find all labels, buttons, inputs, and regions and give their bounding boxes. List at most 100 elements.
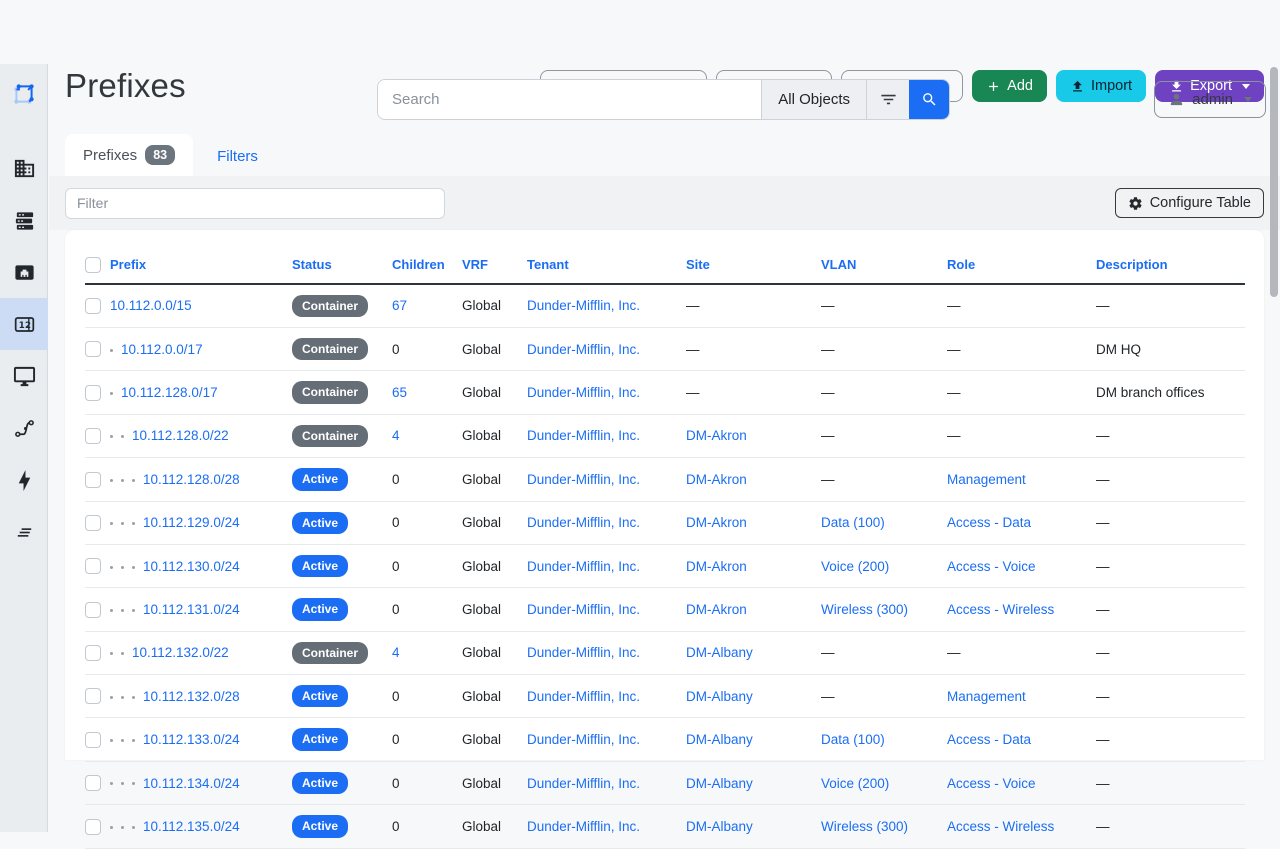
- description-text: —: [1096, 515, 1110, 531]
- sidebar-item-circuits[interactable]: [0, 402, 48, 454]
- column-header-tenant[interactable]: Tenant: [527, 256, 569, 272]
- role-link[interactable]: Access - Wireless: [947, 601, 1055, 617]
- prefix-link[interactable]: 10.112.133.0/24: [143, 732, 240, 748]
- search-input[interactable]: [378, 80, 762, 119]
- vlan-link[interactable]: Voice (200): [821, 775, 890, 791]
- row-checkbox[interactable]: [85, 514, 101, 531]
- row-checkbox[interactable]: [85, 645, 101, 662]
- tenant-link[interactable]: Dunder-Mifflin, Inc.: [527, 428, 641, 444]
- children-count[interactable]: 65: [392, 385, 408, 401]
- prefix-link[interactable]: 10.112.130.0/24: [143, 558, 240, 574]
- prefix-link[interactable]: 10.112.134.0/24: [143, 775, 240, 791]
- search-filter-button[interactable]: [866, 80, 909, 119]
- prefix-link[interactable]: 10.112.128.0/28: [143, 471, 240, 487]
- sidebar-item-ipam[interactable]: 1 2: [0, 298, 48, 350]
- tenant-link[interactable]: Dunder-Mifflin, Inc.: [527, 818, 641, 834]
- site-link[interactable]: DM-Albany: [686, 688, 753, 704]
- page-scrollbar[interactable]: [1270, 67, 1278, 297]
- tenant-link[interactable]: Dunder-Mifflin, Inc.: [527, 775, 641, 791]
- row-checkbox[interactable]: [85, 775, 101, 792]
- role-link[interactable]: Access - Wireless: [947, 818, 1055, 834]
- role-link[interactable]: Access - Voice: [947, 558, 1036, 574]
- vlan-link[interactable]: Data (100): [821, 515, 885, 531]
- column-header-vlan[interactable]: VLAN: [821, 256, 857, 272]
- select-all-checkbox[interactable]: [85, 256, 101, 273]
- role-link[interactable]: Management: [947, 688, 1026, 704]
- user-menu-button[interactable]: admin: [1154, 81, 1266, 118]
- column-header-role[interactable]: Role: [947, 256, 976, 272]
- row-checkbox[interactable]: [85, 471, 101, 488]
- row-checkbox[interactable]: [85, 558, 101, 575]
- netbox-logo[interactable]: [0, 64, 48, 124]
- prefix-link[interactable]: 10.112.129.0/24: [143, 515, 240, 531]
- role-link[interactable]: Access - Data: [947, 732, 1032, 748]
- sidebar-item-devices[interactable]: [0, 194, 48, 246]
- row-checkbox[interactable]: [85, 384, 101, 401]
- prefix-link[interactable]: 10.112.128.0/22: [132, 428, 229, 444]
- site-link[interactable]: DM-Akron: [686, 558, 747, 574]
- tenant-link[interactable]: Dunder-Mifflin, Inc.: [527, 341, 641, 357]
- site-link[interactable]: DM-Albany: [686, 775, 753, 791]
- row-checkbox[interactable]: [85, 341, 101, 358]
- role-link[interactable]: Access - Data: [947, 515, 1032, 531]
- sidebar-item-provisioning[interactable]: [0, 506, 48, 558]
- column-header-description[interactable]: Description: [1096, 256, 1168, 272]
- site-link[interactable]: DM-Albany: [686, 645, 753, 661]
- role-link[interactable]: Access - Voice: [947, 775, 1036, 791]
- add-button[interactable]: Add: [972, 69, 1047, 103]
- site-link[interactable]: DM-Albany: [686, 732, 753, 748]
- column-header-status[interactable]: Status: [292, 256, 332, 272]
- sidebar-item-virtualization[interactable]: [0, 350, 48, 402]
- site-link[interactable]: DM-Akron: [686, 428, 747, 444]
- vlan-link[interactable]: Data (100): [821, 732, 885, 748]
- tenant-link[interactable]: Dunder-Mifflin, Inc.: [527, 298, 641, 314]
- column-header-prefix[interactable]: Prefix: [110, 256, 147, 272]
- row-checkbox[interactable]: [85, 818, 101, 835]
- site-link[interactable]: DM-Akron: [686, 471, 747, 487]
- tenant-link[interactable]: Dunder-Mifflin, Inc.: [527, 515, 641, 531]
- site-link[interactable]: DM-Albany: [686, 818, 753, 834]
- tab-prefixes[interactable]: Prefixes 83: [65, 134, 194, 176]
- row-checkbox[interactable]: [85, 428, 101, 445]
- row-checkbox[interactable]: [85, 688, 101, 705]
- column-header-site[interactable]: Site: [686, 256, 710, 272]
- vlan-link[interactable]: Wireless (300): [821, 818, 909, 834]
- tab-filters[interactable]: Filters: [217, 148, 258, 165]
- tenant-link[interactable]: Dunder-Mifflin, Inc.: [527, 385, 641, 401]
- tenant-link[interactable]: Dunder-Mifflin, Inc.: [527, 645, 641, 661]
- children-count[interactable]: 4: [392, 428, 400, 444]
- prefix-link[interactable]: 10.112.135.0/24: [143, 818, 240, 834]
- tenant-link[interactable]: Dunder-Mifflin, Inc.: [527, 688, 641, 704]
- import-button[interactable]: Import: [1055, 69, 1147, 103]
- prefix-link[interactable]: 10.112.0.0/17: [121, 341, 203, 357]
- table-filter-input[interactable]: [65, 187, 445, 219]
- vlan-link[interactable]: Voice (200): [821, 558, 890, 574]
- site-link[interactable]: DM-Akron: [686, 515, 747, 531]
- column-header-children[interactable]: Children: [392, 256, 445, 272]
- column-header-vrf[interactable]: VRF: [462, 256, 488, 272]
- sidebar-item-power[interactable]: [0, 454, 48, 506]
- row-checkbox[interactable]: [85, 601, 101, 618]
- row-checkbox[interactable]: [85, 731, 101, 748]
- search-scope-button[interactable]: All Objects: [761, 80, 866, 119]
- sidebar-item-connections[interactable]: [0, 246, 48, 298]
- description-text: —: [1096, 688, 1110, 704]
- tenant-link[interactable]: Dunder-Mifflin, Inc.: [527, 732, 641, 748]
- vlan-link[interactable]: Wireless (300): [821, 601, 909, 617]
- children-count[interactable]: 4: [392, 645, 400, 661]
- search-submit-button[interactable]: [909, 80, 949, 119]
- tenant-link[interactable]: Dunder-Mifflin, Inc.: [527, 601, 641, 617]
- prefix-link[interactable]: 10.112.132.0/22: [132, 645, 229, 661]
- row-checkbox[interactable]: [85, 297, 101, 314]
- site-link[interactable]: DM-Akron: [686, 601, 747, 617]
- prefix-link[interactable]: 10.112.132.0/28: [143, 688, 240, 704]
- prefix-link[interactable]: 10.112.0.0/15: [110, 298, 192, 314]
- prefix-link[interactable]: 10.112.131.0/24: [143, 601, 240, 617]
- tenant-link[interactable]: Dunder-Mifflin, Inc.: [527, 471, 641, 487]
- sidebar-item-organization[interactable]: [0, 142, 48, 194]
- role-link[interactable]: Management: [947, 471, 1026, 487]
- prefix-link[interactable]: 10.112.128.0/17: [121, 385, 218, 401]
- children-count[interactable]: 67: [392, 298, 408, 314]
- tenant-link[interactable]: Dunder-Mifflin, Inc.: [527, 558, 641, 574]
- configure-table-button[interactable]: Configure Table: [1114, 188, 1264, 218]
